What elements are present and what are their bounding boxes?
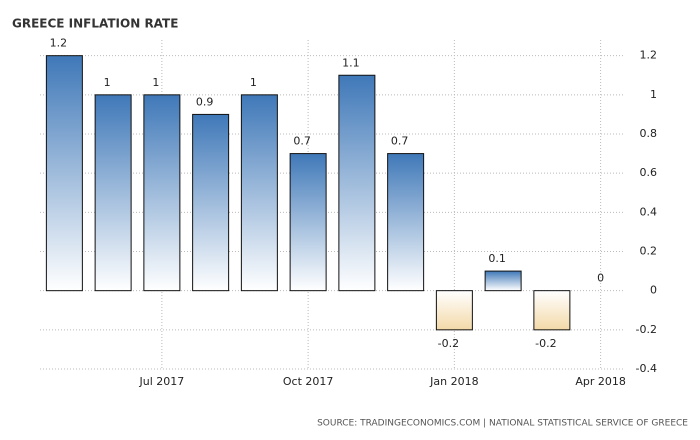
y-tick-label: 0.4: [640, 205, 658, 218]
x-tick-label: Jan 2018: [429, 375, 478, 388]
x-tick-label: Oct 2017: [283, 375, 334, 388]
value-label: 1: [152, 76, 159, 89]
bar: [484, 270, 522, 292]
bar: [240, 94, 278, 292]
bar: [289, 153, 327, 292]
bar: [94, 94, 132, 292]
y-tick-label: 1.2: [640, 49, 658, 62]
y-tick-label: 0.8: [640, 127, 658, 140]
y-tick-label: -0.4: [636, 362, 657, 375]
value-label: 1.2: [50, 37, 68, 50]
chart-title: GREECE INFLATION RATE: [12, 17, 178, 31]
y-tick-label: 0: [650, 284, 657, 297]
value-label: 0.9: [196, 95, 214, 108]
value-label: 0.1: [488, 252, 506, 265]
y-tick-label: -0.2: [636, 323, 657, 336]
value-label: 1: [104, 76, 111, 89]
value-label: 0: [597, 272, 604, 285]
value-label: -0.2: [535, 337, 556, 350]
bar: [338, 74, 376, 292]
x-tick-label: Jul 2017: [138, 375, 184, 388]
y-tick-label: 1: [650, 88, 657, 101]
bar: [435, 290, 473, 331]
value-label: 0.7: [391, 135, 409, 148]
value-label: 1.1: [342, 56, 360, 69]
y-tick-label: 0.6: [640, 166, 658, 179]
bar: [533, 290, 571, 331]
bar: [143, 94, 181, 292]
x-tick-label: Apr 2018: [575, 375, 626, 388]
value-label: 1: [250, 76, 257, 89]
bar: [45, 55, 83, 292]
bar: [192, 113, 230, 292]
y-tick-label: 0.2: [640, 245, 658, 258]
value-label: -0.2: [438, 337, 459, 350]
source: SOURCE: TRADINGECONOMICS.COM | NATIONAL …: [317, 419, 688, 429]
bar: [387, 153, 425, 292]
value-label: 0.7: [293, 135, 311, 148]
